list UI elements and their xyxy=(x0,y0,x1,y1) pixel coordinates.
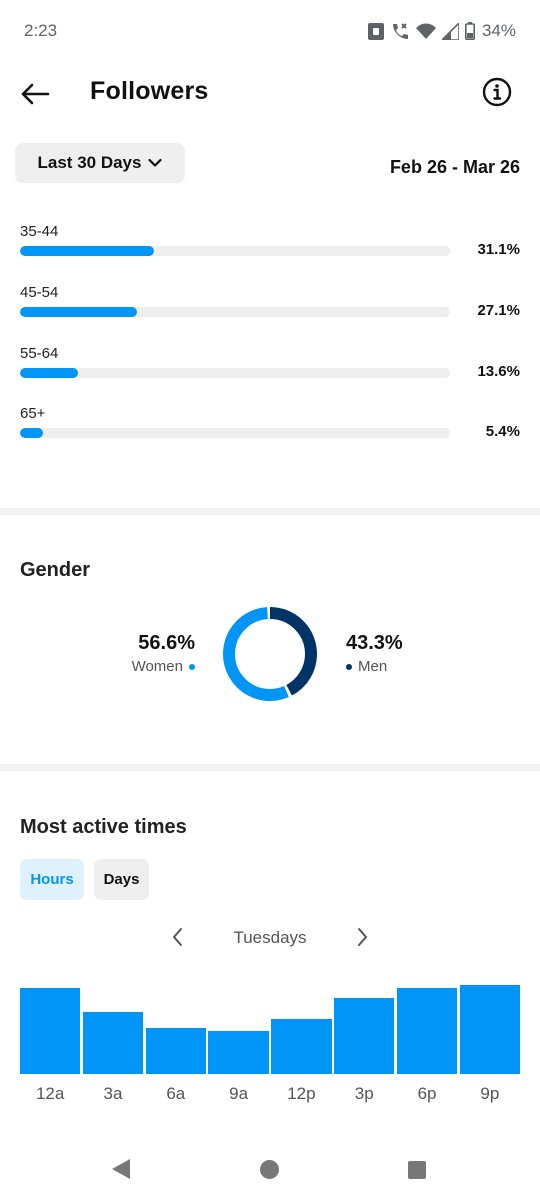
gender-title: Gender xyxy=(20,559,91,581)
recents-square-icon[interactable] xyxy=(408,1161,426,1179)
activity-bar-3a xyxy=(82,1012,144,1074)
age-bar-track xyxy=(20,246,450,256)
age-bar-fill xyxy=(20,246,154,256)
age-percent: 31.1% xyxy=(477,241,520,258)
activity-bar-3p xyxy=(334,998,395,1074)
women-donut-segment xyxy=(223,607,317,701)
age-label: 35-44 xyxy=(20,223,59,240)
hour-label: 6p xyxy=(417,1084,437,1103)
chevron-left-icon xyxy=(173,928,182,946)
info-circle-icon xyxy=(482,77,512,107)
chevron-right-icon xyxy=(358,928,367,946)
tab-days[interactable]: Days xyxy=(94,859,149,900)
most-active-title: Most active times xyxy=(20,816,187,838)
page-title: Followers xyxy=(90,77,209,105)
hour-label: 9p xyxy=(480,1084,500,1103)
age-bar-fill xyxy=(20,428,44,438)
age-label: 55-64 xyxy=(20,345,59,362)
age-label: 45-54 xyxy=(20,284,59,301)
day-label: Tuesdays xyxy=(233,928,307,947)
system-nav-bar xyxy=(0,1140,540,1200)
battery-icon xyxy=(464,22,475,40)
info-button[interactable] xyxy=(482,77,516,111)
day-navigator: Tuesdays xyxy=(160,922,380,952)
age-row-65-plus: 65+ 5.4% xyxy=(20,405,520,455)
section-divider xyxy=(0,764,540,771)
activity-bar-chart xyxy=(20,974,520,1074)
status-icons: 34% xyxy=(367,20,516,42)
men-donut-segment xyxy=(223,607,317,701)
signal-icon xyxy=(441,22,459,40)
range-label: Last 30 Days xyxy=(37,153,142,172)
age-bar-fill xyxy=(20,368,79,378)
women-label: Women xyxy=(131,658,183,675)
activity-bar-6a xyxy=(145,1028,206,1074)
wifi-icon xyxy=(415,23,436,39)
battery-percent: 34% xyxy=(481,21,516,40)
next-day-button[interactable] xyxy=(350,924,374,950)
activity-bar-12a xyxy=(20,988,81,1074)
date-range-text: Feb 26 - Mar 26 xyxy=(389,157,520,177)
back-button[interactable] xyxy=(16,76,54,112)
activity-bar-9a xyxy=(208,1031,269,1074)
hour-label: 9a xyxy=(229,1084,249,1103)
header: Followers xyxy=(0,64,540,124)
tab-hours[interactable]: Hours xyxy=(20,859,84,900)
age-bar-fill xyxy=(20,307,137,317)
age-percent: 13.6% xyxy=(477,363,520,380)
hour-label: 12p xyxy=(287,1084,316,1103)
men-legend-dot xyxy=(346,663,352,670)
men-percent: 43.3% xyxy=(346,632,403,654)
chevron-down-icon xyxy=(148,158,163,167)
activity-bar-6p xyxy=(396,988,458,1074)
home-circle-icon[interactable] xyxy=(260,1160,279,1179)
wifi-calling-icon xyxy=(390,22,410,40)
age-bar-track xyxy=(20,307,450,317)
age-bar-track xyxy=(20,428,450,438)
lock-icon xyxy=(367,22,384,40)
gender-women: 56.6% Women xyxy=(132,632,195,675)
hour-axis-labels: 12a 3a 6a 9a 12p 3p 6p 9p xyxy=(20,1084,520,1106)
age-bar-track xyxy=(20,368,450,378)
age-row-45-54: 45-54 27.1% xyxy=(20,284,520,334)
men-label: Men xyxy=(358,658,388,675)
status-time: 2:23 xyxy=(24,21,58,40)
hour-label: 6a xyxy=(166,1084,186,1103)
age-row-35-44: 35-44 31.1% xyxy=(20,223,520,273)
hour-label: 3p xyxy=(354,1084,374,1103)
date-range-dropdown[interactable]: Last 30 Days xyxy=(15,143,185,183)
section-divider xyxy=(0,508,540,515)
status-bar: 2:23 34% xyxy=(0,0,540,64)
women-legend-dot xyxy=(189,663,195,670)
arrow-left-icon xyxy=(21,83,50,105)
hour-label: 12a xyxy=(35,1084,65,1103)
previous-day-button[interactable] xyxy=(166,924,190,950)
activity-bar-9p xyxy=(459,985,520,1074)
age-label: 65+ xyxy=(20,405,46,422)
age-percent: 5.4% xyxy=(485,423,520,440)
gender-donut-chart xyxy=(223,607,317,701)
activity-bar-12p xyxy=(271,1019,332,1074)
age-percent: 27.1% xyxy=(477,302,520,319)
hour-label: 3a xyxy=(103,1084,123,1103)
women-percent: 56.6% xyxy=(138,632,195,654)
back-triangle-icon[interactable] xyxy=(110,1158,132,1185)
age-row-55-64: 55-64 13.6% xyxy=(20,345,520,395)
gender-men: 43.3% Men xyxy=(346,632,403,675)
